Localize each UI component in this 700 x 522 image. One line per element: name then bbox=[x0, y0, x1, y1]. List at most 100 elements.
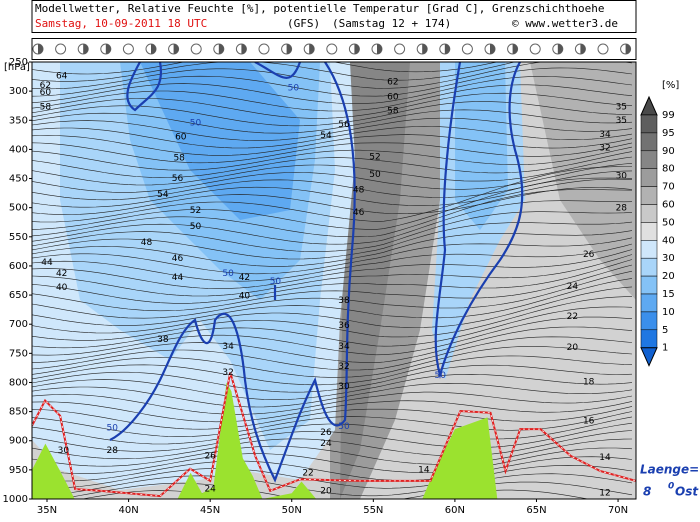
contour-label: 24 bbox=[567, 282, 579, 292]
weather-icon bbox=[151, 44, 156, 54]
colorbar-label: 20 bbox=[662, 271, 675, 282]
weather-icon bbox=[354, 44, 360, 54]
y-tick-label: 1000 bbox=[3, 494, 28, 505]
contour-label: 14 bbox=[599, 453, 611, 463]
y-tick-label: 800 bbox=[9, 377, 28, 388]
contour-label: 48 bbox=[141, 238, 153, 248]
isentrope bbox=[32, 306, 633, 349]
y-tick-label: 850 bbox=[9, 407, 28, 418]
y-tick-label: 600 bbox=[9, 261, 28, 272]
contour-label: 46 bbox=[353, 208, 365, 218]
contour-label: 14 bbox=[418, 465, 430, 475]
y-tick-label: 300 bbox=[9, 86, 28, 97]
weather-icon bbox=[122, 43, 134, 55]
rh50-contour bbox=[434, 62, 524, 380]
contour-label: 60 bbox=[175, 133, 187, 143]
isentrope bbox=[32, 259, 633, 304]
contour-label: 16 bbox=[583, 416, 595, 426]
contour-label: 32 bbox=[222, 368, 233, 378]
colorbar-label: 1 bbox=[662, 343, 668, 354]
contour-label: 32 bbox=[338, 362, 349, 372]
contour-label: 50 bbox=[222, 269, 234, 279]
weather-icon bbox=[326, 43, 338, 55]
colorbar-band bbox=[640, 222, 658, 241]
isentrope bbox=[32, 178, 633, 208]
axes: 250 300 350 400 450 500 550 600 650 700 750 800 850 9… bbox=[3, 57, 629, 516]
y-tick-label: 400 bbox=[9, 144, 28, 155]
y-tick-label: 650 bbox=[9, 290, 28, 301]
contour-label: 20 bbox=[320, 486, 332, 496]
longitude-degree: 0 bbox=[668, 482, 674, 492]
isentrope bbox=[32, 391, 633, 415]
contour-label: 32 bbox=[599, 144, 610, 154]
isentrope bbox=[81, 489, 590, 499]
isentrope bbox=[32, 355, 633, 386]
longitude-value: 8 bbox=[643, 485, 651, 499]
weather-icon bbox=[444, 44, 450, 54]
colorbar-band bbox=[640, 257, 658, 277]
isentrope bbox=[32, 373, 633, 400]
colorbar-band bbox=[640, 132, 658, 152]
contour-label: 26 bbox=[583, 250, 595, 260]
colorbar-label: 15 bbox=[662, 289, 675, 300]
contour-label: 60 bbox=[40, 88, 52, 98]
contour-label: 44 bbox=[41, 258, 53, 268]
y-tick-label: 450 bbox=[9, 174, 28, 185]
weather-icon bbox=[490, 44, 495, 54]
contour-label: 34 bbox=[599, 130, 611, 140]
contour-label: 52 bbox=[369, 152, 380, 162]
forecast: (Samstag 12 + 174) bbox=[332, 17, 451, 30]
contour-label: 62 bbox=[40, 81, 51, 91]
isentrope bbox=[32, 84, 633, 112]
isentrope bbox=[32, 166, 632, 223]
run-time: Samstag, 10-09-2011 18 UTC bbox=[35, 17, 207, 30]
colorbar-band bbox=[640, 311, 658, 331]
isentrope bbox=[32, 76, 633, 104]
weather-icon bbox=[529, 43, 541, 55]
weather-icon bbox=[625, 44, 631, 54]
colorbar: [%] 99 95 90 80 70 60 50 40 30 20 15 10 5 1 bbox=[640, 80, 679, 367]
terrain bbox=[32, 382, 636, 499]
isentrope bbox=[32, 286, 633, 334]
isentrope bbox=[32, 67, 633, 97]
rh50-contour bbox=[126, 62, 163, 112]
x-tick-label: 50N bbox=[282, 505, 302, 516]
contour-label: 24 bbox=[204, 485, 216, 495]
contour-label: 22 bbox=[567, 312, 578, 322]
colorbar-label: 30 bbox=[662, 253, 675, 264]
x-tick-label: 70N bbox=[608, 505, 628, 516]
colorbar-label: 5 bbox=[662, 325, 668, 336]
colorbar-label: 80 bbox=[662, 164, 675, 175]
isentrope bbox=[32, 254, 633, 297]
colorbar-band bbox=[640, 204, 658, 223]
weather-icon bbox=[105, 44, 111, 54]
isentrope bbox=[32, 316, 633, 356]
icons bbox=[32, 43, 632, 55]
model: (GFS) bbox=[287, 17, 320, 30]
isentrope bbox=[32, 400, 633, 423]
contour-label: 50 bbox=[270, 277, 282, 287]
contour-label: 42 bbox=[239, 273, 250, 283]
contour-label: 56 bbox=[338, 120, 350, 130]
contour-label: 28 bbox=[107, 446, 119, 456]
weather-icon bbox=[55, 43, 67, 55]
rh50-contour bbox=[109, 62, 356, 483]
isentrope bbox=[56, 481, 633, 499]
weather-icon bbox=[394, 43, 406, 55]
weather-icon bbox=[422, 44, 428, 54]
weather-icon bbox=[461, 43, 473, 55]
contour-label: 50 bbox=[190, 119, 202, 129]
x-tick-label: 35N bbox=[37, 505, 57, 516]
weather-icon bbox=[597, 43, 609, 55]
weather-icon bbox=[38, 44, 43, 54]
contour-label: 34 bbox=[338, 342, 350, 352]
isentrope bbox=[32, 278, 633, 326]
weather-icon bbox=[241, 44, 247, 54]
colorbar-label: 95 bbox=[662, 128, 675, 139]
y-tick-label: 700 bbox=[9, 319, 28, 330]
isentrope bbox=[32, 142, 633, 164]
contour-label: 56 bbox=[172, 174, 184, 184]
contour-label: 26 bbox=[320, 428, 332, 438]
contour-label: 46 bbox=[172, 254, 184, 264]
